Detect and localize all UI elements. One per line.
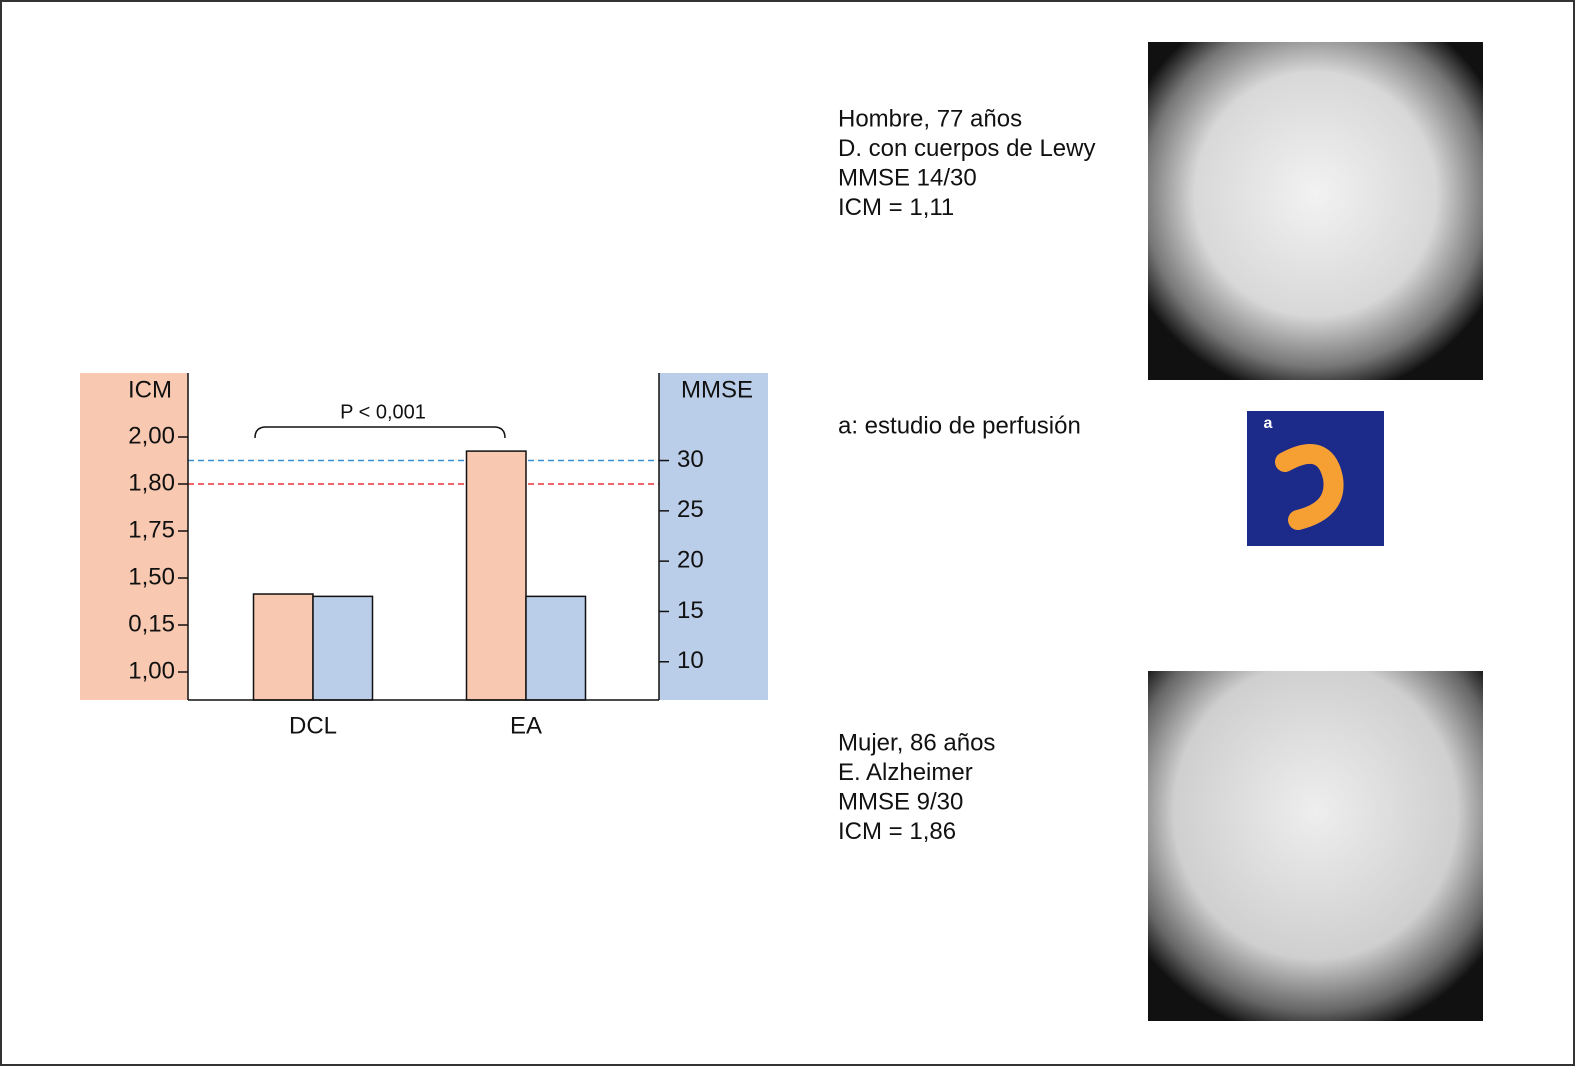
case-text: ICM = 1,11: [838, 194, 954, 221]
x-tick-label: EA: [510, 712, 542, 739]
case-text: a: estudio de perfusión: [838, 412, 1081, 439]
icm-panel: [80, 373, 188, 700]
bar: [525, 595, 587, 701]
case-text: MMSE 9/30: [838, 788, 963, 815]
y2-tick-label: 20: [677, 546, 704, 573]
case-text: D. con cuerpos de Lewy: [838, 135, 1095, 162]
bar: [312, 595, 374, 701]
bar: [465, 450, 527, 701]
y2-tick-label: 25: [677, 496, 704, 523]
y-tick-label: 1,75: [128, 516, 175, 543]
perfusion-image-top: [1148, 42, 1483, 380]
plot: 2,00 1,80 1,75 1,50 0,15 1,00 30 25 20 15 10 DCL EA: [128, 422, 703, 739]
y-tick-label: 1,00: [128, 657, 175, 684]
case-text: E. Alzheimer: [838, 759, 973, 786]
case-text: MMSE 14/30: [838, 164, 977, 191]
y2-tick-label: 15: [677, 597, 704, 624]
case-text: Mujer, 86 años: [838, 729, 995, 756]
perfusion-image-bottom: [1148, 671, 1483, 1021]
y2-tick-label: 30: [677, 446, 704, 473]
y2-axis-label: MMSE: [681, 376, 753, 403]
y-tick-label: 1,80: [128, 469, 175, 496]
mmse-panel: [659, 373, 768, 700]
y2-tick-label: 10: [677, 647, 704, 674]
y-axis-label: ICM: [128, 376, 172, 403]
y-tick-label: 2,00: [128, 422, 175, 449]
inset-uptake: [1275, 444, 1344, 530]
annotation: P < 0,001: [340, 401, 426, 423]
bar: [252, 593, 314, 701]
x-tick-label: DCL: [289, 712, 337, 739]
bracket: [254, 426, 506, 439]
y-tick-label: 1,50: [128, 563, 175, 590]
case-text: ICM = 1,86: [838, 818, 956, 845]
y-tick-label: 0,15: [128, 610, 175, 637]
inset-label: a: [1264, 415, 1273, 432]
case-text: Hombre, 77 años: [838, 105, 1022, 132]
